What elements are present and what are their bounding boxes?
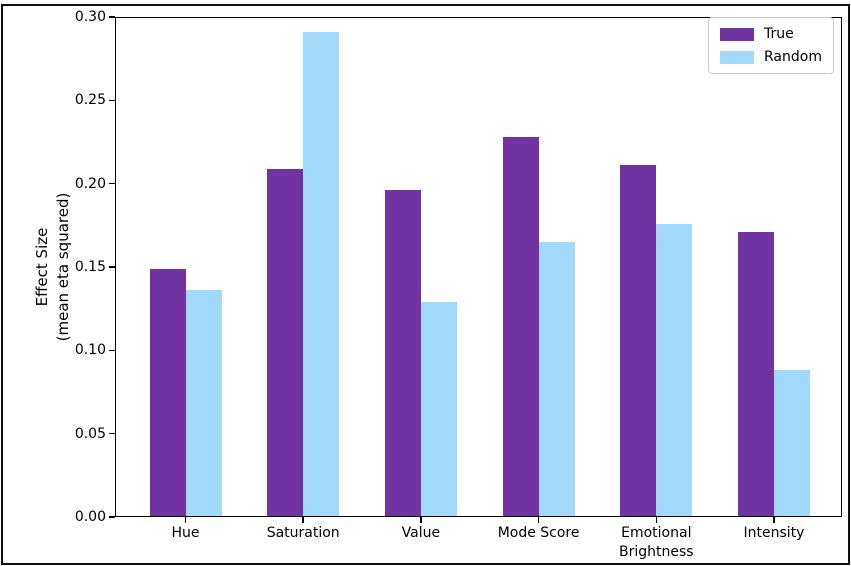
bar-random-2	[420, 302, 457, 517]
legend-swatch	[720, 27, 754, 41]
bar-true-5	[738, 232, 774, 517]
bar-random-1	[303, 32, 340, 517]
x-tick-mark	[302, 517, 304, 523]
y-tick-label: 0.00	[74, 509, 106, 525]
bar-true-0	[149, 268, 186, 517]
x-tick-label: Emotional Brightness	[619, 525, 694, 560]
x-tick-label: Value	[401, 525, 441, 541]
legend: True Random	[708, 17, 834, 74]
y-tick-label: 0.30	[74, 9, 106, 25]
x-tick-label: Hue	[171, 525, 200, 541]
x-tick-label: Intensity	[743, 525, 805, 541]
y-tick-label: 0.15	[74, 259, 106, 275]
y-axis-label-line1: Effect Size	[33, 227, 51, 307]
y-tick-mark	[109, 99, 115, 102]
bar-random-3	[538, 242, 575, 517]
x-tick-mark	[655, 517, 658, 523]
x-tick-label: Mode Score	[497, 525, 580, 541]
x-tick-mark	[773, 517, 775, 523]
x-tick-mark	[537, 517, 540, 523]
bar-true-3	[502, 137, 539, 517]
legend-entry: True	[720, 26, 822, 42]
bar-true-2	[384, 190, 421, 517]
y-tick-label: 0.05	[74, 425, 106, 442]
plot-area	[115, 17, 842, 517]
bar-random-5	[774, 370, 810, 517]
y-tick-mark	[109, 516, 115, 518]
x-tick-mark	[420, 517, 422, 523]
y-tick-label: 0.20	[74, 175, 106, 192]
y-tick-mark	[109, 16, 115, 18]
legend-entry: Random	[720, 49, 822, 65]
bar-random-0	[185, 290, 222, 517]
x-tick-label: Saturation	[266, 525, 340, 541]
legend-label: Random	[764, 49, 822, 65]
y-tick-label: 0.10	[74, 342, 106, 359]
y-tick-mark	[109, 349, 115, 352]
y-tick-mark	[109, 182, 115, 185]
y-tick-label: 0.25	[74, 92, 106, 109]
bar-true-4	[620, 165, 657, 517]
y-tick-mark	[109, 266, 115, 268]
legend-label: True	[764, 26, 794, 42]
legend-swatch	[720, 50, 754, 64]
y-tick-mark	[109, 432, 115, 435]
x-tick-mark	[184, 517, 187, 523]
bar-true-1	[267, 168, 304, 517]
bar-random-4	[656, 223, 693, 517]
